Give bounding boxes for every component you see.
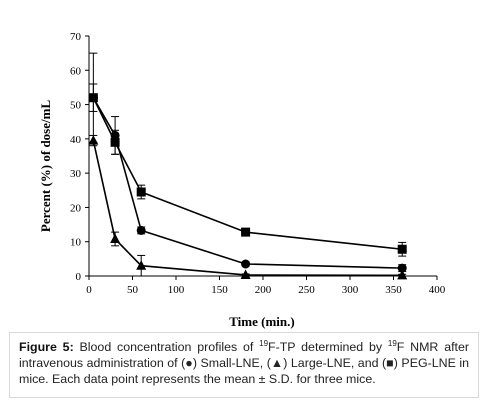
- y-tick-label: 40: [70, 134, 82, 146]
- x-tick-label: 50: [127, 284, 139, 296]
- chart-area: Percent (%) of dose/mL Time (min.) 0 10 20…: [38, 31, 446, 329]
- data-point-circle: [241, 259, 251, 269]
- data-point-circle: [397, 263, 407, 273]
- caption-sup-1: 19: [259, 338, 269, 348]
- x-tick-label: 300: [342, 284, 359, 296]
- figure-caption: Figure 5: Blood concentration profiles o…: [9, 332, 479, 398]
- x-tick-label: 200: [255, 284, 272, 296]
- data-point-triangle: [110, 233, 121, 243]
- y-tick-label: 30: [70, 168, 82, 180]
- y-tick-label: 70: [70, 31, 82, 43]
- data-point-square: [397, 244, 407, 254]
- series-line-circle: [92, 97, 403, 269]
- y-tick-label: 10: [70, 237, 82, 249]
- x-tick-label: 150: [211, 284, 228, 296]
- y-tick-label: 0: [76, 271, 82, 283]
- x-tick-label: 0: [86, 284, 92, 296]
- x-tick-label: 250: [298, 284, 315, 296]
- x-tick-label: 350: [385, 284, 402, 296]
- x-tick-label: 100: [168, 284, 185, 296]
- data-point-circle: [136, 225, 146, 235]
- caption-text-1: Blood concentration profiles of: [73, 340, 260, 354]
- data-point-triangle: [397, 269, 408, 280]
- data-point-square: [88, 93, 98, 103]
- data-point-triangle: [136, 260, 147, 270]
- caption-sup-2: 19: [387, 338, 397, 348]
- caption-label: Figure 5:: [19, 340, 74, 354]
- data-point-triangle: [88, 135, 99, 145]
- y-tick-label: 60: [70, 65, 82, 77]
- data-point-square: [241, 227, 251, 237]
- chart-svg: Percent (%) of dose/mL Time (min.) 0 10 20…: [38, 31, 446, 329]
- data-point-triangle: [240, 269, 251, 279]
- caption-text-2: F-TP determined by: [268, 340, 388, 354]
- x-axis-title: Time (min.): [229, 314, 294, 329]
- x-tick-label: 400: [429, 284, 446, 296]
- data-point-square: [136, 187, 146, 197]
- y-tick-label: 50: [70, 100, 82, 112]
- data-point-square: [110, 137, 120, 147]
- y-tick-label: 20: [70, 202, 82, 214]
- y-axis-title: Percent (%) of dose/mL: [38, 100, 53, 233]
- caption-text-3: F NMR after intravenous administration o…: [19, 340, 469, 386]
